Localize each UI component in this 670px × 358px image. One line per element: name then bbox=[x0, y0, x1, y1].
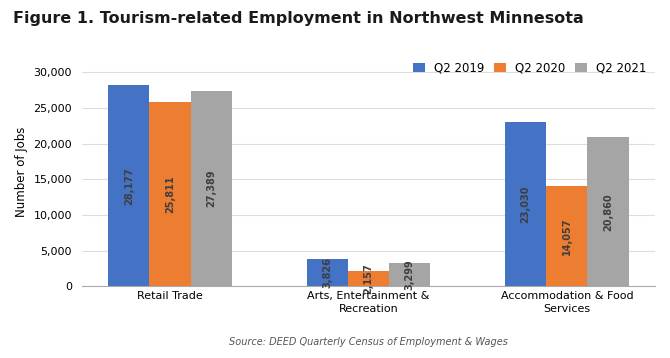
Text: 23,030: 23,030 bbox=[521, 185, 531, 223]
Text: 28,177: 28,177 bbox=[124, 167, 134, 204]
Bar bbox=[191, 91, 232, 286]
Text: 3,299: 3,299 bbox=[405, 259, 415, 290]
Bar bbox=[389, 263, 430, 286]
Text: 2,157: 2,157 bbox=[363, 263, 373, 294]
Text: 27,389: 27,389 bbox=[206, 170, 216, 207]
Text: 14,057: 14,057 bbox=[562, 217, 572, 255]
Bar bbox=[588, 137, 628, 286]
Bar bbox=[109, 85, 149, 286]
Text: 3,826: 3,826 bbox=[322, 257, 332, 288]
Bar bbox=[348, 271, 389, 286]
Bar bbox=[307, 259, 348, 286]
Bar bbox=[149, 102, 191, 286]
Text: 20,860: 20,860 bbox=[603, 193, 613, 231]
Text: Source: DEED Quarterly Census of Employment & Wages: Source: DEED Quarterly Census of Employm… bbox=[229, 337, 508, 347]
Bar bbox=[505, 122, 546, 286]
Legend: Q2 2019, Q2 2020, Q2 2021: Q2 2019, Q2 2020, Q2 2021 bbox=[411, 59, 649, 77]
Text: 25,811: 25,811 bbox=[165, 175, 175, 213]
Bar bbox=[546, 186, 588, 286]
Y-axis label: Number of Jobs: Number of Jobs bbox=[15, 127, 28, 217]
Text: Figure 1. Tourism-related Employment in Northwest Minnesota: Figure 1. Tourism-related Employment in … bbox=[13, 11, 584, 26]
